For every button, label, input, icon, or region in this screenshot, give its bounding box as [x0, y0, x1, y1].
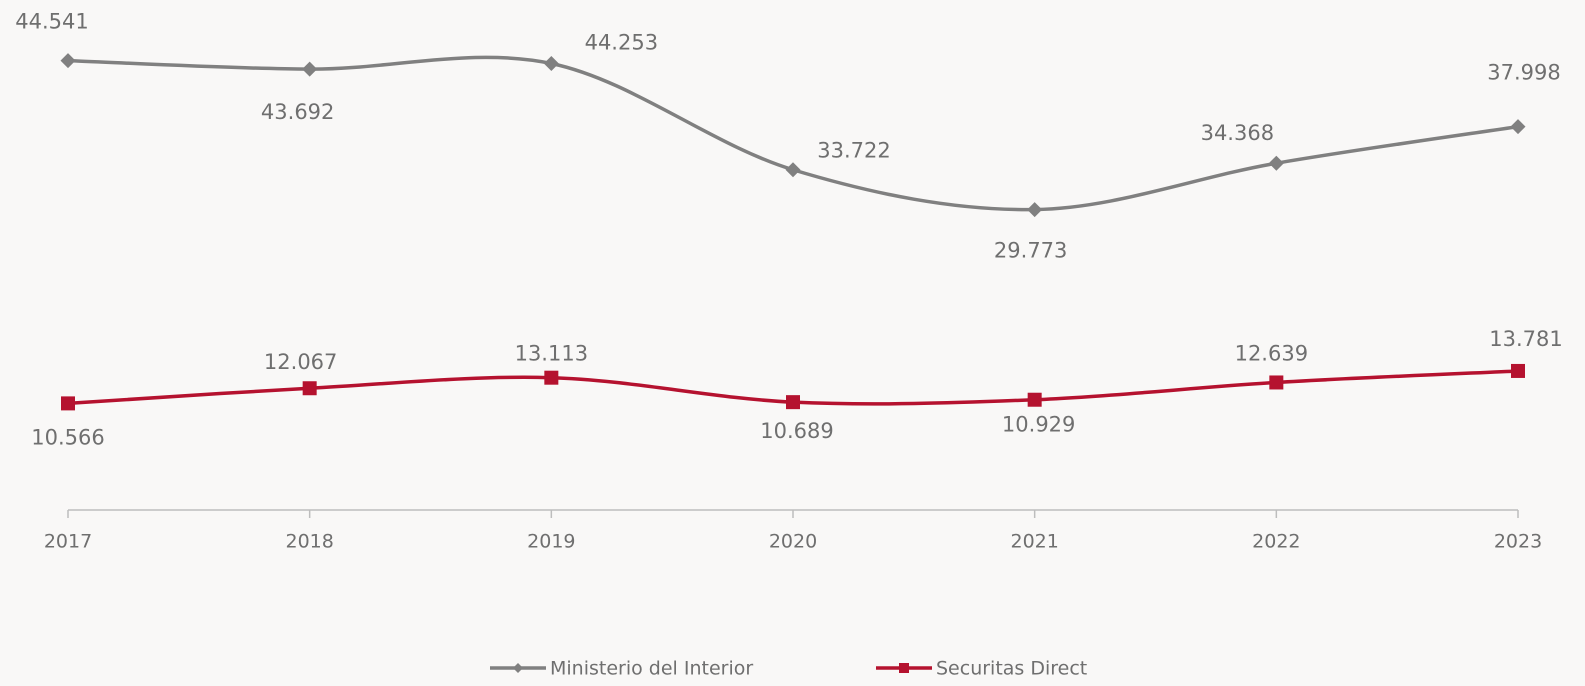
- x-tick-label: 2022: [1252, 531, 1300, 553]
- marker: [785, 162, 801, 178]
- data-label: 33.722: [817, 139, 890, 163]
- marker: [1027, 392, 1042, 407]
- data-label: 44.541: [15, 10, 88, 34]
- x-tick-label: 2019: [527, 531, 575, 553]
- data-label: 34.368: [1201, 121, 1274, 145]
- data-label: 13.781: [1489, 327, 1562, 351]
- data-label: 10.689: [760, 419, 833, 443]
- data-label: 37.998: [1487, 61, 1560, 85]
- legend-label: Ministerio del Interior: [550, 658, 753, 680]
- marker: [899, 663, 909, 673]
- marker: [543, 55, 559, 71]
- marker: [1027, 202, 1043, 218]
- marker: [1268, 155, 1284, 171]
- data-label: 29.773: [994, 239, 1067, 263]
- marker: [302, 61, 318, 77]
- data-label: 12.639: [1235, 341, 1308, 365]
- x-tick-label: 2020: [769, 531, 817, 553]
- x-tick-label: 2023: [1494, 531, 1542, 553]
- marker: [1511, 363, 1525, 378]
- marker: [1510, 119, 1526, 135]
- data-label: 12.067: [264, 350, 337, 374]
- data-label: 44.253: [585, 30, 658, 54]
- x-tick-label: 2017: [44, 531, 92, 553]
- marker: [513, 663, 523, 673]
- data-label: 43.692: [261, 100, 334, 124]
- x-tick-label: 2018: [285, 531, 333, 553]
- marker: [302, 381, 317, 396]
- data-label: 13.113: [515, 342, 588, 366]
- marker: [544, 370, 559, 385]
- data-label: 10.929: [1002, 413, 1075, 437]
- data-label: 10.566: [31, 425, 104, 449]
- marker: [786, 395, 800, 410]
- marker: [60, 53, 76, 69]
- marker: [61, 396, 75, 411]
- x-tick-label: 2021: [1010, 531, 1058, 553]
- legend-label: Securitas Direct: [936, 658, 1087, 680]
- marker: [1269, 375, 1284, 390]
